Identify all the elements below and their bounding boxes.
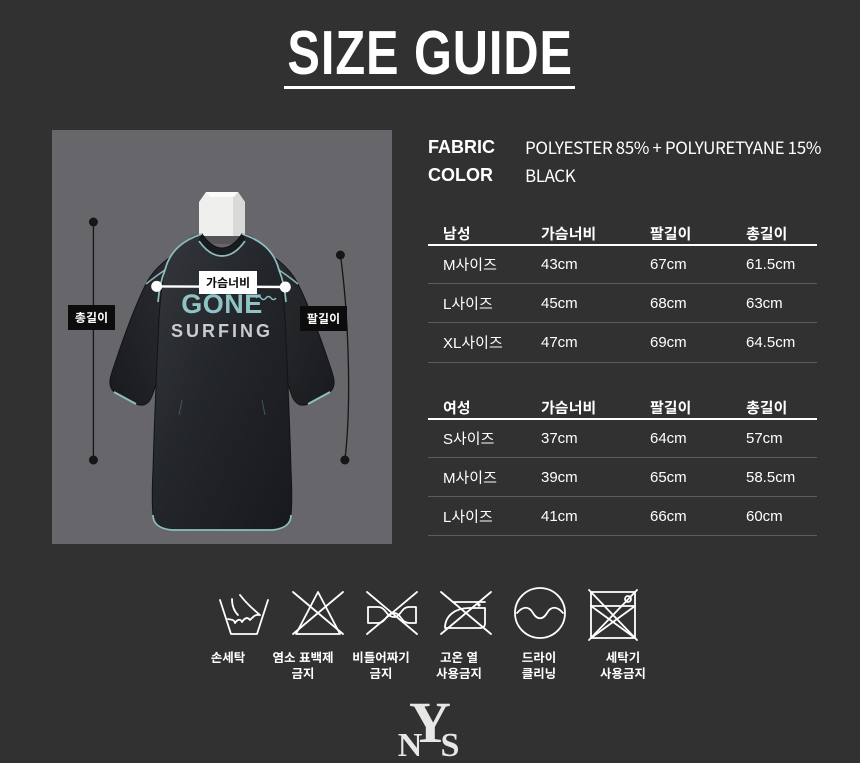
svg-text:N: N	[398, 727, 423, 762]
svg-text:S: S	[441, 727, 460, 762]
